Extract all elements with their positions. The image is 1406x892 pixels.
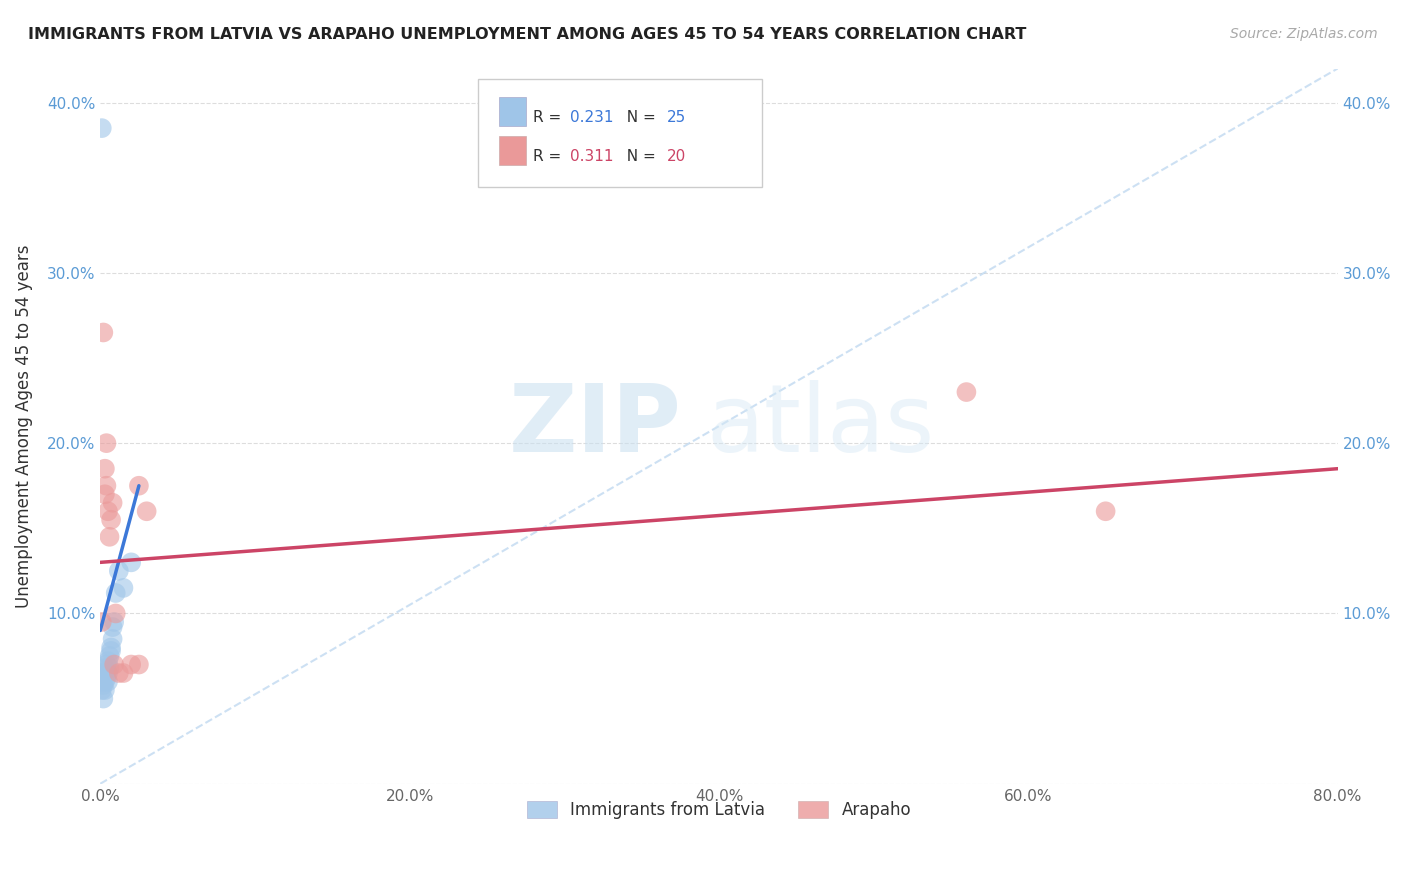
Point [98, 661, 121, 675]
Point [93, 691, 115, 706]
Point [104, 607, 127, 621]
Text: 20: 20 [666, 149, 686, 164]
Point [101, 620, 124, 634]
Text: Source: ZipAtlas.com: Source: ZipAtlas.com [1230, 27, 1378, 41]
Text: 25: 25 [666, 110, 686, 125]
Point [94, 674, 117, 689]
Point [94, 661, 117, 675]
Point [955, 385, 977, 400]
Point [90, 121, 112, 136]
Point [98, 648, 121, 663]
Point [98, 530, 121, 544]
Point [101, 496, 124, 510]
Point [1094, 504, 1116, 518]
Point [128, 479, 150, 493]
Point [94, 683, 117, 698]
Point [100, 644, 122, 658]
Point [103, 657, 125, 672]
Point [90, 615, 112, 629]
Point [96, 436, 118, 450]
Point [135, 504, 157, 518]
Point [100, 640, 122, 655]
Text: atlas: atlas [707, 380, 935, 472]
Point [108, 666, 131, 681]
Point [103, 615, 125, 629]
Point [120, 657, 142, 672]
Point [94, 487, 117, 501]
Text: 0.311: 0.311 [571, 149, 614, 164]
Point [120, 555, 142, 569]
Point [97, 666, 120, 681]
Text: N =: N = [617, 149, 661, 164]
Point [97, 504, 120, 518]
Y-axis label: Unemployment Among Ages 45 to 54 years: Unemployment Among Ages 45 to 54 years [15, 244, 32, 607]
FancyBboxPatch shape [478, 79, 762, 186]
Point [96, 671, 118, 685]
Point [97, 674, 120, 689]
Text: N =: N = [617, 110, 661, 125]
Point [101, 632, 124, 646]
Text: R =: R = [533, 110, 567, 125]
Text: 0.231: 0.231 [571, 110, 614, 125]
Point [100, 513, 122, 527]
Text: R =: R = [533, 149, 567, 164]
Point [93, 678, 115, 692]
Point [96, 479, 118, 493]
Point [104, 586, 127, 600]
Point [93, 666, 115, 681]
Point [97, 654, 120, 668]
FancyBboxPatch shape [499, 97, 526, 126]
Point [96, 657, 118, 672]
Point [112, 581, 135, 595]
FancyBboxPatch shape [499, 136, 526, 165]
Point [112, 666, 135, 681]
Text: ZIP: ZIP [509, 380, 682, 472]
Text: IMMIGRANTS FROM LATVIA VS ARAPAHO UNEMPLOYMENT AMONG AGES 45 TO 54 YEARS CORRELA: IMMIGRANTS FROM LATVIA VS ARAPAHO UNEMPL… [28, 27, 1026, 42]
Point [108, 564, 131, 578]
Point [94, 461, 117, 475]
Point [90, 683, 112, 698]
Point [90, 674, 112, 689]
Point [93, 326, 115, 340]
Legend: Immigrants from Latvia, Arapaho: Immigrants from Latvia, Arapaho [520, 794, 918, 825]
Point [128, 657, 150, 672]
